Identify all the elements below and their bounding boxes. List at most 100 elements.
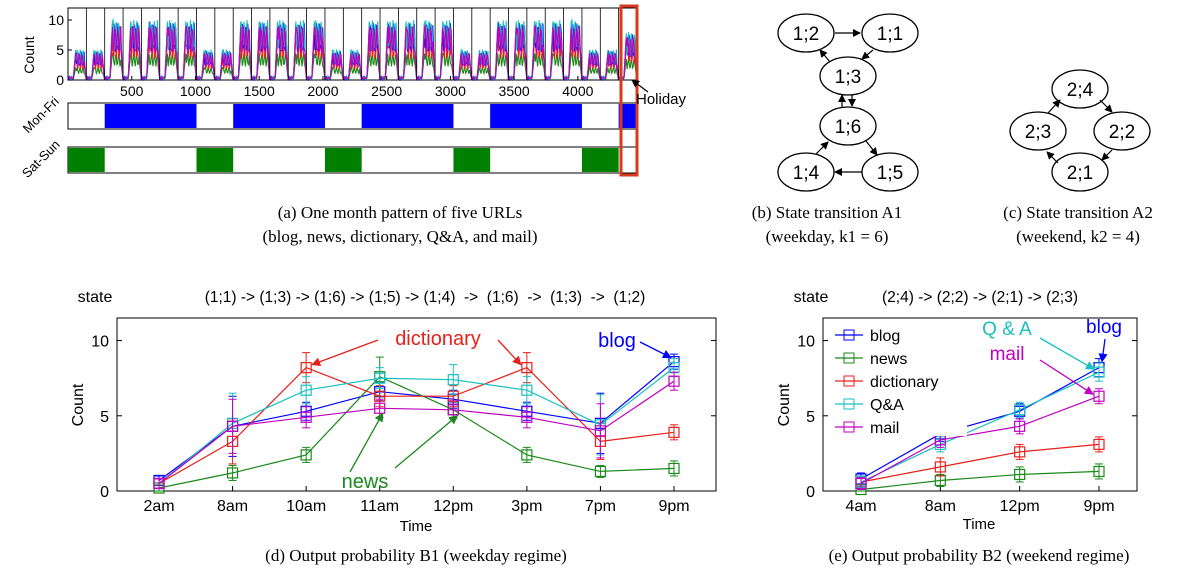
caption-b-line2: (weekday, k1 = 6) xyxy=(766,227,889,246)
panel-e-state-sequence: (2;4) -> (2;2) -> (2;1) -> (2;3) xyxy=(882,289,1078,306)
panel-a-xtick-label: 1500 xyxy=(244,83,275,99)
panel-d-ytick-label: 5 xyxy=(100,409,109,426)
annotation-qa: Q & A xyxy=(982,319,1032,340)
panel-e-point xyxy=(855,477,867,490)
annotation-arrow-dict2 xyxy=(497,339,522,366)
panel-a-xticks: 500 1000 1500 2000 2500 3000 3500 4000 xyxy=(67,8,638,99)
panel-d-point xyxy=(447,404,459,416)
panel-d-point xyxy=(668,462,680,475)
panel-d-ylabel: Count xyxy=(70,383,87,426)
diagram-b-node xyxy=(819,56,877,96)
annotation-arrow-dict1 xyxy=(311,339,379,367)
annotation-dictionary: dictionary xyxy=(395,328,481,350)
panel-e-plot-frame xyxy=(822,317,1138,492)
panel-a-xtick-label: 2500 xyxy=(371,83,402,99)
panel-d-point xyxy=(521,411,533,423)
annotation-news: news xyxy=(342,471,389,493)
annotation-arrow-news2 xyxy=(394,415,459,469)
panel-d-point xyxy=(521,384,533,396)
panel-d-point xyxy=(300,411,312,423)
caption-d: (d) Output probability B1 (weekday regim… xyxy=(265,546,567,565)
diagram-c-node-label: 2;4 xyxy=(1067,80,1094,101)
panel-d-point xyxy=(226,420,239,432)
panel-e-legend: blog news dictionary Q&A mail xyxy=(829,322,967,437)
diagram-b-node-label: 1;2 xyxy=(793,24,819,45)
weekend-block xyxy=(68,148,105,172)
panel-e-point xyxy=(1093,366,1105,378)
panel-a-ytick-label: 10 xyxy=(48,12,64,28)
panel-e-point xyxy=(1014,446,1026,458)
caption-c-line1: (c) State transition A2 xyxy=(1003,203,1153,222)
diagram-c-node xyxy=(1051,152,1109,192)
panel-d-line xyxy=(158,375,675,489)
panel-e-annotations: Q & A blog mail xyxy=(982,317,1122,395)
panel-e-ytick-label: 10 xyxy=(797,334,815,351)
caption-a-line1: (a) One month pattern of five URLs xyxy=(278,203,523,222)
panel-a-xtick-label: 1000 xyxy=(180,83,211,99)
legend-marker xyxy=(843,352,855,364)
panel-d-xtick-label: 7pm xyxy=(585,498,616,515)
weekday-block xyxy=(618,104,637,128)
caption-a-line2: (blog, news, dictionary, Q&A, and mail) xyxy=(262,227,537,246)
panel-d-xtick-label: 8am xyxy=(217,498,248,515)
panel-e-xlabel: Time xyxy=(963,516,996,533)
panel-e-xtick-label: 9pm xyxy=(1083,498,1114,515)
panel-d-point xyxy=(594,465,607,478)
holiday-arrow xyxy=(631,79,649,93)
diagram-c-node-label: 2;2 xyxy=(1109,122,1135,143)
legend-label: news xyxy=(870,351,907,368)
weekend-block xyxy=(196,148,234,172)
diagram-c-edge xyxy=(1046,151,1059,164)
holiday-highlight-box xyxy=(619,4,639,177)
panel-e-ytick-label: 0 xyxy=(806,484,815,501)
annotation-mail: mail xyxy=(990,344,1025,365)
weekend-blocks xyxy=(68,148,619,172)
panel-d-point xyxy=(521,449,533,461)
state-diagram-a2: 2;4 2;3 2;2 2;1 (c) State transition A2 (we… xyxy=(1003,69,1153,246)
panel-e-point xyxy=(1014,420,1026,432)
panel-e-state-label: state xyxy=(794,289,829,306)
caption-b-line1: (b) State transition A1 xyxy=(752,203,903,222)
panel-d-xtick-label: 10am xyxy=(286,498,326,515)
panel-d-line xyxy=(158,361,675,481)
weekday-block xyxy=(490,104,582,128)
panel-a-xtick-label: 3500 xyxy=(499,83,530,99)
panel-d-point xyxy=(300,384,312,396)
panel-e-line xyxy=(860,395,1100,485)
diagram-b-node xyxy=(861,13,919,53)
legend-background xyxy=(829,322,967,436)
weekend-block xyxy=(324,148,362,172)
panel-a-xtick-label: 3000 xyxy=(435,83,466,99)
holiday-annotation: Holiday xyxy=(636,91,687,108)
panel-a-ylabel: Count xyxy=(21,36,37,73)
panel-d-point xyxy=(521,362,533,374)
panel-a-ytick-label: 5 xyxy=(56,42,64,58)
annotation-arrow-e-blog xyxy=(1098,338,1108,363)
weekend-block xyxy=(453,148,491,172)
diagram-c-node xyxy=(1051,69,1109,109)
panel-d-xtick-label: 9pm xyxy=(658,498,689,515)
diagram-c-node-label: 2;1 xyxy=(1067,163,1093,184)
panel-a-xtick-label: 500 xyxy=(120,83,144,99)
weekday-blocks xyxy=(104,104,637,128)
panel-e-line xyxy=(860,367,1100,480)
panel-e-point xyxy=(934,461,946,473)
panel-d-point xyxy=(374,372,386,384)
panel-a-yticks: 0 5 10 xyxy=(48,12,72,88)
legend-label: dictionary xyxy=(870,374,938,391)
panel-e-point xyxy=(1014,404,1026,416)
annotation-blog-e: blog xyxy=(1086,317,1122,338)
legend-marker xyxy=(843,329,855,341)
row-label-weekday: Mon-Fri xyxy=(20,94,62,136)
legend-label: Q&A xyxy=(870,397,904,414)
panel-d-xtick-label: 2am xyxy=(143,498,174,515)
panel-d-xtick-label: 12pm xyxy=(433,498,473,515)
panel-d-point xyxy=(226,467,239,479)
panel-d-point xyxy=(668,375,680,387)
panel-e-series-dictionary xyxy=(855,436,1105,488)
caption-e: (e) Output probability B2 (weekend regim… xyxy=(829,546,1130,565)
diagram-b-node xyxy=(819,106,877,146)
panel-e-xtick-label: 8am xyxy=(925,498,956,515)
annotation-arrow-blog1 xyxy=(639,341,672,359)
